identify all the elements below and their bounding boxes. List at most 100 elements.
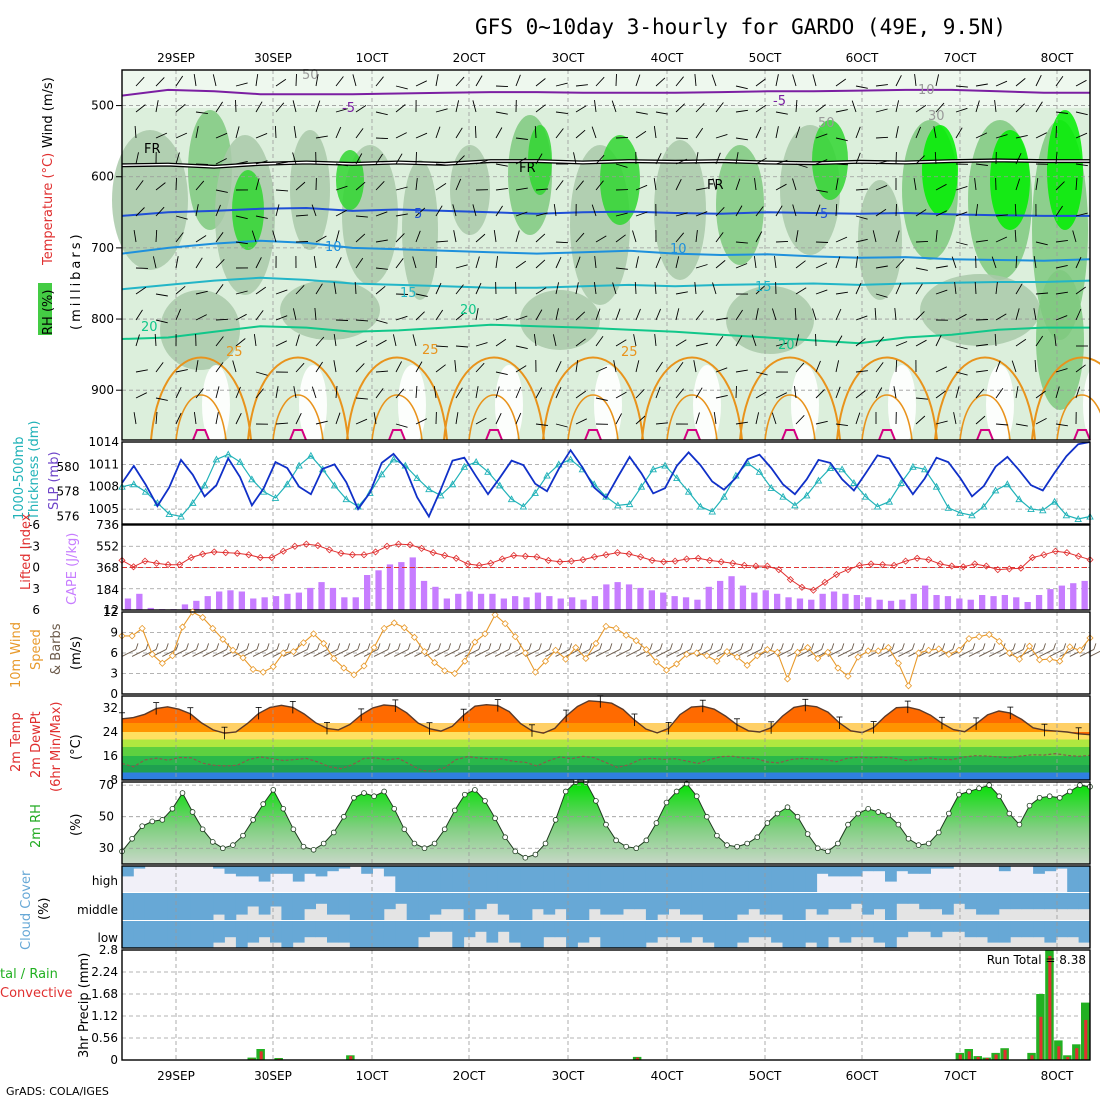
wind-barb xyxy=(175,215,188,220)
wind-speed-point xyxy=(783,675,792,683)
wind-barb xyxy=(835,109,848,113)
cape-bar xyxy=(967,599,974,610)
wind-barb xyxy=(555,82,568,87)
cape-bar xyxy=(660,592,667,610)
isotherm-label: FR xyxy=(519,161,536,176)
wind-barb xyxy=(1011,360,1017,373)
wind-barb xyxy=(193,74,197,87)
lifted-index-point xyxy=(199,550,207,558)
wind-barb xyxy=(395,132,407,139)
cloud-bar xyxy=(361,866,373,874)
cape-bar xyxy=(466,591,473,610)
wind-barb-flag xyxy=(216,643,220,650)
wind-barb xyxy=(274,125,277,139)
cloud-bar xyxy=(839,921,852,943)
wind-barb xyxy=(1075,364,1086,373)
wind-barb xyxy=(455,284,464,295)
cloud-bar xyxy=(122,866,134,877)
lifted-index-point xyxy=(982,562,990,570)
cloud-bar xyxy=(759,921,772,938)
cape-bar xyxy=(136,593,143,610)
wind-barb xyxy=(634,281,637,295)
wind-barb xyxy=(315,74,319,87)
wind-barb xyxy=(715,335,724,347)
wind-barb xyxy=(935,102,945,113)
rh-label-a: 2m RH xyxy=(29,804,44,848)
wind-barb xyxy=(695,211,708,217)
wind-barb-flag xyxy=(831,643,835,650)
cloud-bar xyxy=(554,893,567,910)
wind-speed-point xyxy=(350,671,358,679)
wind-barb xyxy=(255,371,268,376)
cape-bar xyxy=(887,600,895,610)
wind-barb xyxy=(835,137,848,142)
cloud-bar xyxy=(224,893,237,920)
wind-barb xyxy=(195,163,209,165)
cloud-bar xyxy=(338,866,351,869)
cape-bar xyxy=(489,593,496,610)
wind-barb xyxy=(815,133,828,139)
wind-barb xyxy=(474,125,477,139)
cloud-bar xyxy=(520,921,533,948)
wind-barb xyxy=(1075,79,1087,87)
panels-layer: 29SEP 30SEP 1OCT 2OCT 3OCT 4OCT 5OCT 6OCT 7OCT 8O… xyxy=(0,51,1100,1083)
wind-barb xyxy=(795,334,800,347)
rh-point xyxy=(199,826,206,833)
wind-barb xyxy=(835,163,849,166)
wind-barb xyxy=(815,189,828,193)
cape-bar xyxy=(261,597,268,610)
cloud-tick-high: high xyxy=(92,874,118,888)
precip-frame xyxy=(121,949,1091,1061)
wind-barb xyxy=(915,155,925,165)
wind-barb xyxy=(355,340,367,347)
cloud-bar xyxy=(463,893,476,920)
wind-barb xyxy=(235,161,248,165)
wind-speed-point xyxy=(461,657,469,665)
cloud-bar xyxy=(748,893,761,910)
wind-barb xyxy=(135,309,143,321)
rh-shading-region xyxy=(280,280,380,340)
lifted-index-point xyxy=(556,558,564,566)
lifted-index-point xyxy=(936,560,944,568)
cloud-bar xyxy=(645,921,658,943)
precip-tick-label: 1.12 xyxy=(91,1009,118,1023)
wind-speed-point xyxy=(410,633,418,641)
cape-tick-label: 12 xyxy=(104,603,119,617)
wind-barb xyxy=(1049,649,1064,657)
wind-barb xyxy=(894,308,897,321)
wind-barb xyxy=(195,180,205,191)
cloud-bar xyxy=(1021,893,1034,910)
wind-barb xyxy=(1015,386,1019,399)
thickness-point xyxy=(708,507,717,515)
wind-barb xyxy=(595,180,604,191)
cape-bar xyxy=(557,598,564,610)
lifted-index-point xyxy=(129,563,138,571)
wind-barb-flag xyxy=(548,643,552,650)
cape-bar xyxy=(295,592,302,610)
slp-tick-label: 1011 xyxy=(88,457,119,471)
rh-point xyxy=(179,790,186,796)
wind-barb xyxy=(133,412,137,425)
lifted-index-point xyxy=(429,549,437,557)
lifted-index-point xyxy=(1063,549,1071,557)
cloud-bar xyxy=(907,921,920,932)
isotherm-25-inner xyxy=(468,394,520,441)
wind-barb xyxy=(315,100,321,113)
wind-barb xyxy=(415,311,425,321)
lifted-index-point xyxy=(855,561,864,569)
wind-barb xyxy=(711,74,717,87)
wind-barb xyxy=(375,339,387,347)
wind-barb xyxy=(746,649,762,657)
cloud-bar xyxy=(156,893,168,920)
wind-barb xyxy=(695,230,698,243)
isotherm-30-peak xyxy=(388,429,406,441)
wind-barb xyxy=(535,259,546,269)
wind-label-c: & Barbs xyxy=(49,623,64,675)
lifted-index-point xyxy=(775,566,783,574)
cape-bar xyxy=(785,597,792,610)
lifted-index-point xyxy=(959,563,967,571)
cloud-bar xyxy=(156,921,168,948)
wind-barb xyxy=(255,286,267,295)
wind-barb xyxy=(193,412,197,425)
